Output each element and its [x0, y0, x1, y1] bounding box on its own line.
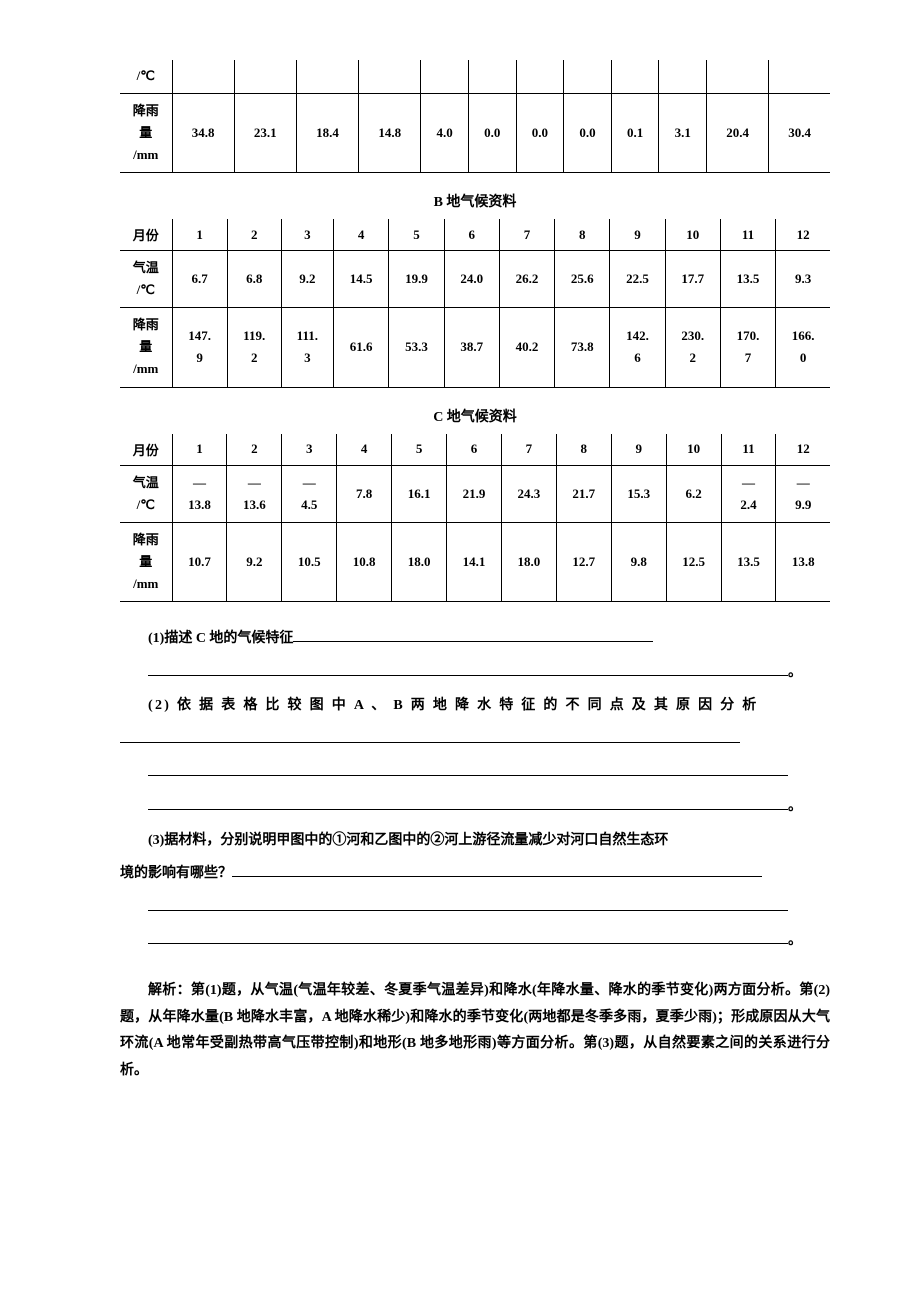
tableC-header-row: 月份 1 2 3 4 5 6 7 8 9 10 11 12 — [120, 434, 830, 466]
question-1: (1)描述 C 地的气候特征 — [120, 622, 830, 656]
questions-section: (1)描述 C 地的气候特征 。 (2) 依 据 表 格 比 较 图 中 A 、… — [120, 622, 830, 958]
blank-line — [120, 756, 830, 790]
tableA-val: 20.4 — [707, 93, 769, 172]
question-3: (3)据材料，分别说明甲图中的①河和乙图中的②河上游径流量减少对河口自然生态环 — [120, 824, 830, 858]
tableA-val: 3.1 — [659, 93, 707, 172]
blank-line: 。 — [120, 656, 830, 690]
analysis-text: 解析：第(1)题，从气温(气温年较差、冬夏季气温差异)和降水(年降水量、降水的季… — [120, 978, 830, 1084]
blank-line — [120, 723, 830, 757]
tableA-val: 4.0 — [421, 93, 469, 172]
tableA-val: 18.4 — [296, 93, 358, 172]
tableA-val: 30.4 — [769, 93, 830, 172]
blank-line: 。 — [120, 790, 830, 824]
question-3-cont: 境的影响有哪些？ — [120, 857, 830, 891]
tableB-title: B 地气候资料 — [120, 191, 830, 211]
tableC-title: C 地气候资料 — [120, 406, 830, 426]
tableB-rain-row: 降雨量/mm 147.9 119.2 111.3 61.6 53.3 38.7 … — [120, 308, 830, 387]
tableA-row2-label: 降雨量/mm — [120, 93, 172, 172]
table-a-partial: /℃ 降雨量/mm 34.8 23.1 18.4 14.8 4.0 0.0 0.… — [120, 60, 830, 173]
table-b: 月份 1 2 3 4 5 6 7 8 9 10 11 12 气温/℃ 6.7 6… — [120, 219, 830, 387]
tableA-row1-label: /℃ — [120, 60, 172, 93]
blank-line: 。 — [120, 924, 830, 958]
tableA-val: 0.0 — [564, 93, 612, 172]
tableA-val: 14.8 — [359, 93, 421, 172]
tableC-rain-row: 降雨量/mm 10.7 9.2 10.5 10.8 18.0 14.1 18.0… — [120, 522, 830, 601]
tableC-temp-row: 气温/℃ —13.8 —13.6 —4.5 7.8 16.1 21.9 24.3… — [120, 465, 830, 522]
tableA-val: 0.0 — [516, 93, 564, 172]
blank-line — [120, 891, 830, 925]
tableA-val: 0.0 — [468, 93, 516, 172]
tableB-temp-row: 气温/℃ 6.7 6.8 9.2 14.5 19.9 24.0 26.2 25.… — [120, 251, 830, 308]
tableA-val: 23.1 — [234, 93, 296, 172]
tableB-header-row: 月份 1 2 3 4 5 6 7 8 9 10 11 12 — [120, 219, 830, 251]
tableA-val: 34.8 — [172, 93, 234, 172]
question-2: (2) 依 据 表 格 比 较 图 中 A 、 B 两 地 降 水 特 征 的 … — [120, 689, 830, 723]
table-c: 月份 1 2 3 4 5 6 7 8 9 10 11 12 气温/℃ —13.8… — [120, 434, 830, 602]
tableA-val: 0.1 — [611, 93, 659, 172]
